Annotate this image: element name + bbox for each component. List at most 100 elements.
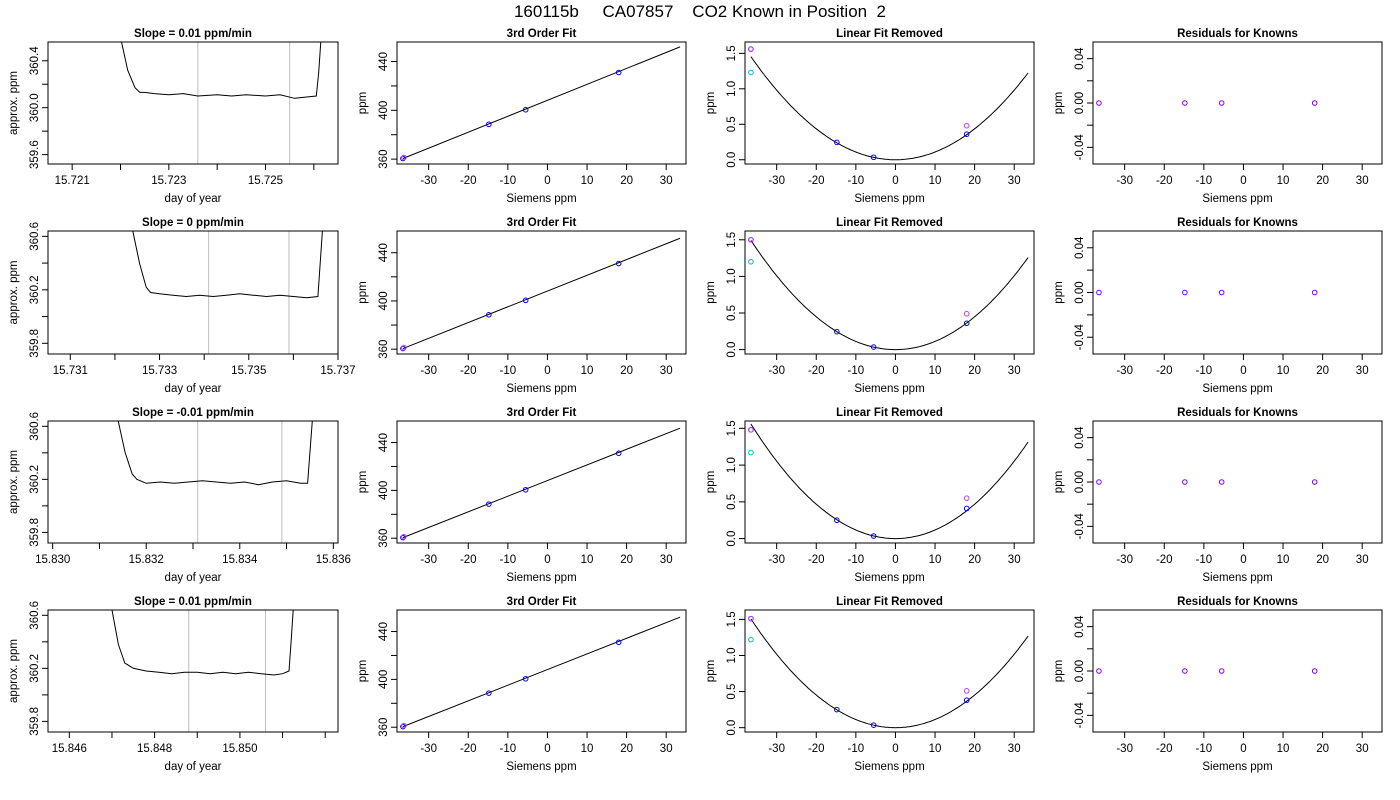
fit-line [402,427,681,539]
data-point [401,533,407,540]
data-point [486,690,492,696]
data-point [522,486,529,493]
y-tick-label: 0.5 [726,494,738,510]
y-axis-label: ppm [705,281,717,303]
panel-title: Linear Fit Removed [836,28,943,40]
y-tick-label: 0.0 [726,720,738,736]
y-tick-label: 1.0 [726,457,738,473]
data-point-blue [963,320,970,327]
y-tick-label: 360.2 [29,465,41,494]
x-tick-label: -20 [1156,743,1173,755]
panel-title: 3rd Order Fit [507,407,577,419]
x-tick-label: 0 [1240,554,1246,566]
plot-area [400,616,681,730]
y-tick-label: 0.5 [726,684,738,700]
plot-area [132,231,323,354]
panel-timeseries-row-2: Slope = 0 ppm/min 15.731 15.733 15.735 15.73… [8,217,356,395]
plot-frame [1092,609,1383,733]
panel-title: Residuals for Knowns [1177,407,1298,419]
residual-point [1311,668,1318,674]
y-tick-label: 440 [378,622,390,641]
y-tick-label: -0.04 [1074,702,1086,729]
plot-area [748,615,1029,729]
x-tick-label: 10 [581,743,594,755]
data-point [401,344,407,351]
x-tick-label: 10 [1277,175,1290,187]
plot-area [400,427,681,541]
y-tick-label: -0.04 [1074,513,1086,540]
y-tick-label: 0.04 [1074,236,1086,259]
x-tick-label: 15.836 [316,554,351,566]
x-tick-label: -20 [808,743,825,755]
y-tick-label: 400 [378,291,390,310]
y-tick-label: 400 [378,481,390,500]
x-tick-label: 30 [1008,175,1021,187]
data-point-blue [963,131,970,138]
x-tick-label: 15.721 [55,175,90,187]
data-point-blue [870,154,877,161]
plot-area [1096,289,1318,296]
panel-title: Slope = 0.01 ppm/min [134,28,252,40]
y-tick-label: 0.0 [726,152,738,168]
y-tick-label: 360.6 [29,412,41,441]
x-tick-label: -10 [1196,175,1213,187]
panel-fit-row-1: 3rd Order Fit -30 -20 -10 0 10 20 30 360 400 440 Si… [357,28,687,205]
x-axis-label: Siemens ppm [854,383,924,395]
plot-frame [1092,230,1383,355]
panel-residuals-row-2: Residuals for Knowns -30 -20 -10 0 10 20 30 -0.0… [1053,217,1383,395]
x-axis-label: Siemens ppm [1202,193,1272,205]
panel-title: Residuals for Knowns [1177,596,1298,608]
fit-line [402,46,681,159]
x-tick-label: -20 [808,365,825,377]
panel-residuals-row-4: Residuals for Knowns -30 -20 -10 0 10 20 30 -0.0… [1053,596,1383,773]
y-axis-label: approx. ppm [8,71,20,135]
data-point [615,260,622,267]
data-point-blue [834,517,840,524]
x-tick-label: 10 [581,365,594,377]
y-tick-label: 400 [378,670,390,689]
panel-residuals-row-3: Residuals for Knowns -30 -20 -10 0 10 20 30 -0.0… [1053,407,1383,584]
x-tick-label: -30 [420,365,437,377]
residual-point [1182,100,1188,106]
x-tick-label: 15.725 [248,175,283,187]
x-tick-label: -20 [808,175,825,187]
x-tick-label: -20 [1156,554,1173,566]
panel-title: Linear Fit Removed [836,596,943,608]
data-point-blue [963,505,970,512]
y-tick-label: 0.00 [1074,281,1086,303]
x-tick-label: 0 [1240,365,1246,377]
plot-frame [47,609,339,733]
y-tick-label: 0.00 [1074,92,1086,114]
x-tick-label: -30 [420,743,437,755]
x-tick-label: -30 [768,554,785,566]
x-axis-label: Siemens ppm [506,193,576,205]
panel-timeseries-row-1: Slope = 0.01 ppm/min 15.721 15.723 15.725 35… [8,28,339,205]
y-tick-label: 360 [378,340,390,359]
plot-area [1096,479,1318,485]
panel-linear_removed-row-3: Linear Fit Removed -30 -20 -10 0 10 20 30 0.0 0.5… [705,407,1035,584]
data-point [522,297,529,304]
data-point-blue [834,706,840,713]
x-tick-label: 20 [1316,554,1329,566]
x-tick-label: -30 [768,175,785,187]
x-tick-label: 30 [1356,743,1369,755]
x-tick-label: -10 [1196,554,1213,566]
y-tick-label: 360.0 [29,93,41,122]
residual-point [1311,479,1318,485]
fit-line [402,237,681,350]
data-point-blue [834,328,840,335]
x-axis-label: Siemens ppm [506,761,576,773]
panel-fit-row-3: 3rd Order Fit -30 -20 -10 0 10 20 30 360 400 440 Si… [357,407,687,584]
data-point-magenta [748,427,754,433]
plot-frame [47,41,339,165]
x-tick-label: 20 [1316,365,1329,377]
plot-frame [396,230,687,355]
panel-linear_removed-row-2: Linear Fit Removed -30 -20 -10 0 10 20 30 0.0 0.5… [705,217,1035,395]
residual-point [1182,479,1188,485]
x-tick-label: 30 [660,554,673,566]
residual-point [1218,100,1225,106]
y-axis-label: ppm [705,92,717,114]
x-tick-label: 15.735 [231,365,266,377]
residual-point [1218,479,1225,485]
